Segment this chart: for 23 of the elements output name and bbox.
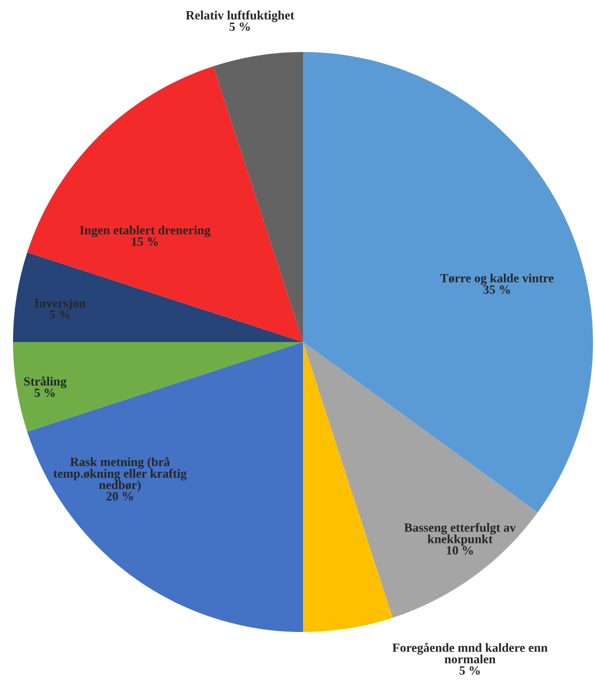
pie-slice <box>303 342 393 632</box>
slice-label: Tørre og kalde vintre <box>440 274 554 286</box>
data-label: 10 % <box>446 546 473 555</box>
pie-slice <box>13 252 303 342</box>
slice-label: Stråling <box>24 376 66 388</box>
pie-slice <box>303 342 538 618</box>
pie-slice <box>27 66 303 342</box>
slice-label: Rask metning (brå temp.økning eller kraftig nedbør) <box>53 456 187 492</box>
data-label: 5 % <box>460 666 480 675</box>
data-label: 35 % <box>483 285 510 294</box>
data-label: 5 % <box>230 22 250 31</box>
data-label: 5 % <box>34 388 55 398</box>
pie-slice <box>13 342 303 432</box>
data-label: 15 % <box>132 237 158 246</box>
pie-slice <box>213 52 303 342</box>
slice-label: Relativ luftfuktighet <box>186 10 294 22</box>
slice-label: Ingen etablert drenering <box>80 226 210 238</box>
slice-label: Foregående mnd kaldere enn normalen <box>392 642 548 664</box>
data-label: 5 % <box>50 310 70 319</box>
pie-slice <box>303 52 593 512</box>
data-label: 20 % <box>106 492 133 501</box>
slice-label: Inversjon <box>34 298 86 310</box>
slice-label: Basseng etterfulgt av knekkpunkt <box>404 522 516 546</box>
